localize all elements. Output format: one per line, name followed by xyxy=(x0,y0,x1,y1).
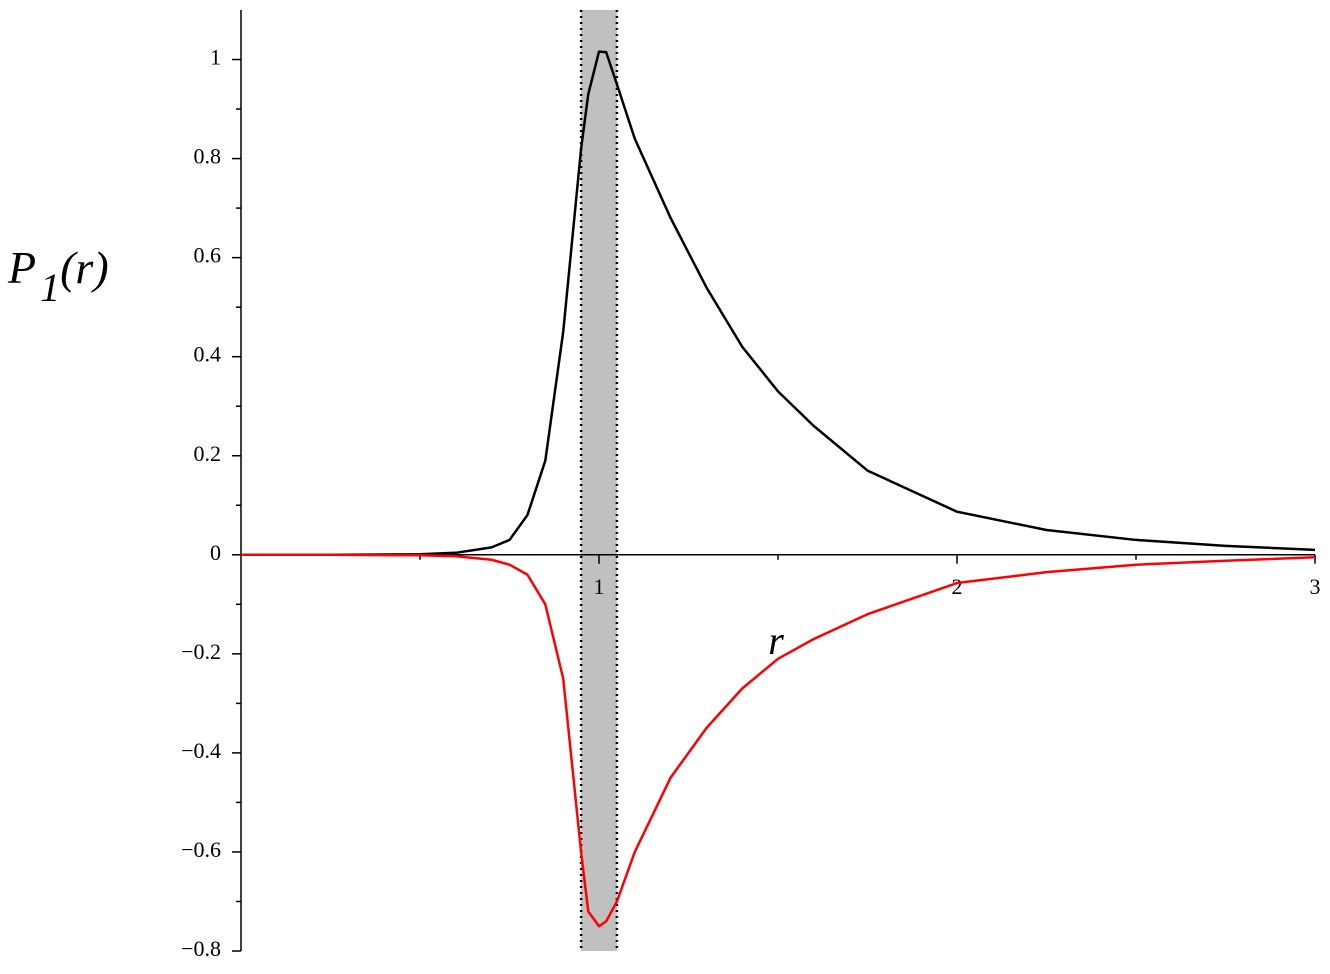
y-label-argument: (r) xyxy=(60,242,109,293)
y-tick-label: 0.6 xyxy=(194,243,222,268)
curve xyxy=(241,50,1316,557)
y-axis-label: P 1(r) xyxy=(7,242,109,311)
y-tick-label: 1 xyxy=(210,45,221,70)
y-label-subscript: 1 xyxy=(40,265,60,310)
y-tick-label: −0.8 xyxy=(181,936,221,961)
curve xyxy=(241,553,1316,928)
x-tick-label: 2 xyxy=(952,574,963,599)
y-tick-label: 0.8 xyxy=(194,144,222,169)
y-label-symbol: P xyxy=(7,242,36,293)
x-axis-label: r xyxy=(768,618,784,663)
shaded-band xyxy=(581,10,617,951)
y-tick-label: −0.2 xyxy=(181,639,221,664)
y-tick-label: 0.4 xyxy=(194,342,222,367)
y-tick-label: −0.4 xyxy=(181,738,221,763)
y-tick-label: 0 xyxy=(210,540,221,565)
x-tick-label: 1 xyxy=(594,574,605,599)
y-tick-label: 0.2 xyxy=(194,441,222,466)
x-tick-label: 3 xyxy=(1310,574,1321,599)
y-tick-label: −0.6 xyxy=(181,837,221,862)
